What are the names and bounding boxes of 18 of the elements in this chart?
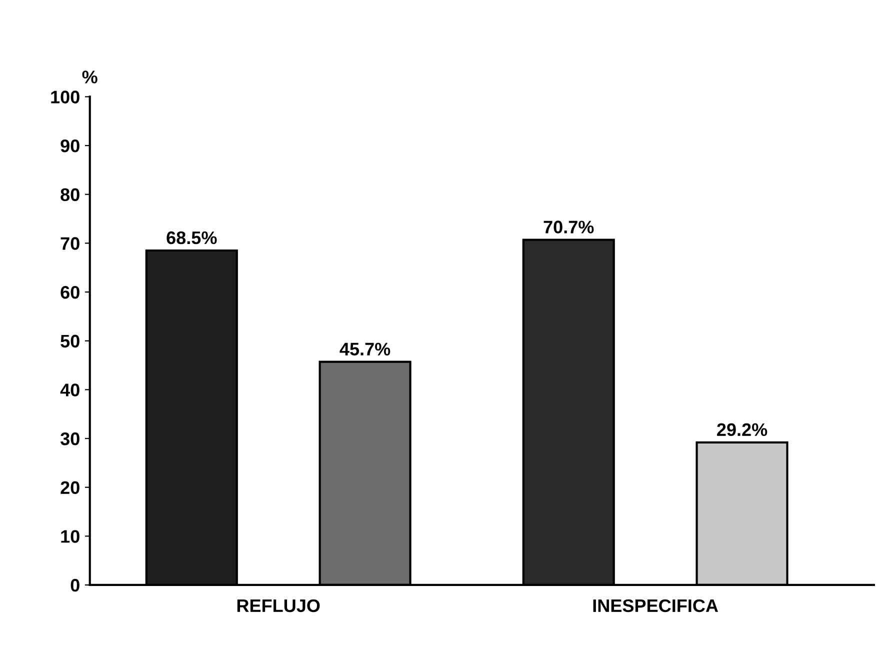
data-label: 45.7% (340, 342, 390, 356)
x-tick-label: REFLUJO (237, 599, 320, 612)
y-tick-label: 20 (60, 481, 80, 494)
data-label: 68.5% (166, 231, 217, 244)
y-tick-label: 80 (60, 188, 80, 202)
x-tick-label: INESPECIFICA (593, 599, 718, 612)
y-tick-label: 70 (60, 237, 80, 250)
data-label: 70.7% (544, 220, 594, 234)
y-tick-label: 10 (61, 530, 80, 543)
y-tick-label: 100 (51, 90, 80, 104)
y-tick-label: 40 (60, 384, 80, 396)
y-axis-title: % (82, 70, 98, 84)
data-label: 29.2% (717, 423, 768, 436)
y-tick-label: 90 (60, 139, 80, 152)
y-tick-label: 30 (60, 432, 80, 446)
y-tick-label: 50 (60, 334, 80, 348)
y-tick-label: 60 (60, 286, 80, 299)
y-tick-label: 0 (70, 578, 80, 592)
